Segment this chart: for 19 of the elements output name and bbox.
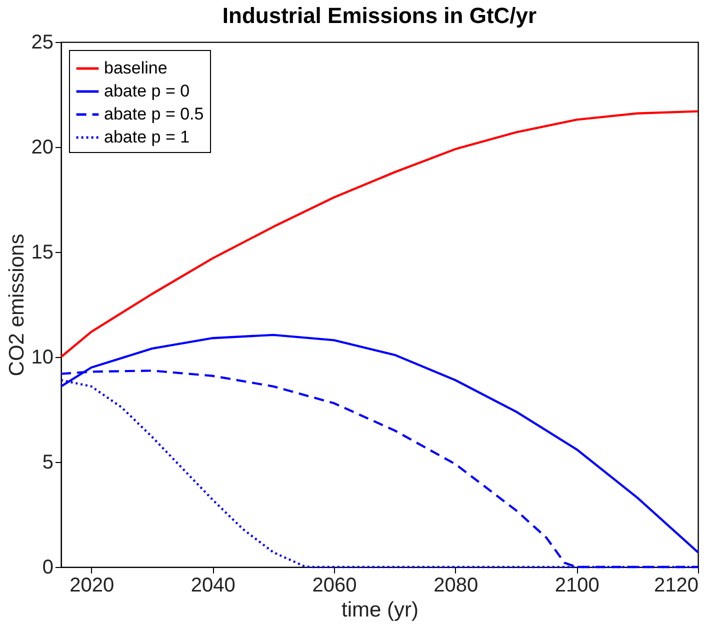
y-axis-title: CO2 emissions	[5, 234, 28, 376]
legend-label: baseline	[104, 58, 168, 78]
y-tick-label: 20	[31, 136, 54, 158]
y-tick-label: 10	[31, 346, 54, 368]
x-axis-title: time (yr)	[342, 598, 418, 622]
x-tick-label: 2020	[70, 574, 114, 596]
x-tick-label: 2080	[434, 574, 478, 596]
y-tick-label: 0	[42, 556, 54, 578]
legend-label: abate p = 1	[104, 128, 190, 146]
y-tick-label: 15	[31, 242, 54, 264]
y-tick-label: 25	[31, 32, 54, 54]
x-tick-label: 2100	[554, 574, 600, 596]
legend-label: abate p = 0.5	[104, 104, 204, 124]
x-tick-label: 2060	[312, 574, 357, 596]
y-tick-label: 5	[42, 452, 54, 474]
chart-title: Industrial Emissions in GtC/yr	[222, 3, 538, 28]
legend-label: abate p = 0	[104, 82, 190, 100]
x-tick-label: 2120	[654, 574, 698, 596]
x-tick-label: 2040	[190, 574, 236, 596]
